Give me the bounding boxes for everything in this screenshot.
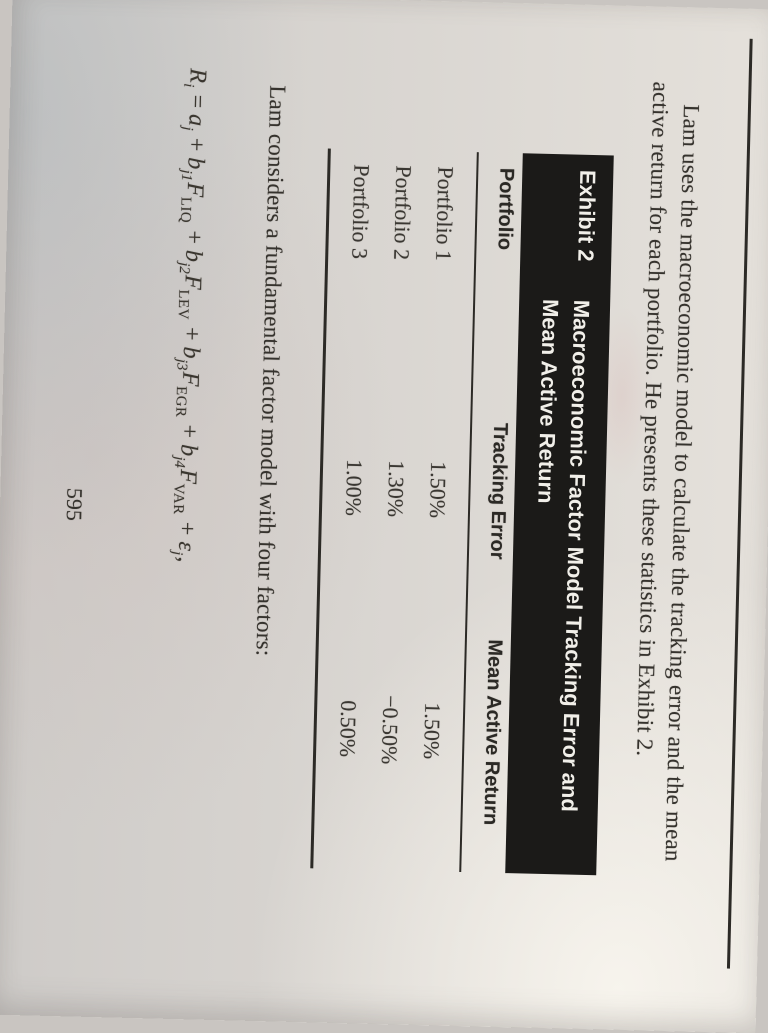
formula-token: LIQ xyxy=(176,196,194,224)
page-number: 595 xyxy=(61,487,88,522)
table-cell: −0.50% xyxy=(376,694,404,765)
formula-token: F xyxy=(174,468,201,485)
exhibit-header-bar: Exhibit 2 Macroeconomic Factor Model Tra… xyxy=(505,153,614,876)
exhibit-table-body: Portfolio 1 1.50% 1.50% Portfolio 2 1.30% −0.… xyxy=(310,148,477,872)
formula-token: j4 xyxy=(170,456,188,469)
column-header-tracking-error: Tracking Error xyxy=(485,422,512,560)
column-header-portfolio: Portfolio xyxy=(493,167,518,251)
formula-token: F xyxy=(179,274,206,290)
table-cell: 1.30% xyxy=(382,459,410,518)
table-cell: 1.50% xyxy=(418,702,446,760)
formula-token: EGR xyxy=(172,385,189,418)
formula-token: a xyxy=(183,113,210,127)
formula-token: F xyxy=(181,182,208,198)
formula-token: j1 xyxy=(177,169,195,182)
table-cell: Portfolio 2 xyxy=(389,165,417,261)
formula-token: j2 xyxy=(175,261,192,274)
formula-token: VAR xyxy=(169,483,187,515)
formula-token: + xyxy=(173,515,200,542)
table-cell: 0.50% xyxy=(335,700,362,758)
formula-token: b xyxy=(180,249,207,263)
formula-token: F xyxy=(177,371,204,387)
formula-token: b xyxy=(177,346,204,359)
formula-token: b xyxy=(175,443,202,457)
formula-token: i xyxy=(180,83,197,88)
formula-token: + xyxy=(180,224,207,251)
following-paragraph: Lam considers a fundamental factor model… xyxy=(251,84,291,657)
table-cell: 1.50% xyxy=(424,460,452,519)
formula-token: j xyxy=(168,550,185,556)
formula-token: R xyxy=(184,68,211,84)
exhibit-label: Exhibit 2 xyxy=(573,169,601,262)
formula-token: j xyxy=(179,126,196,131)
table-cell: 1.00% xyxy=(340,458,368,517)
table-cell: Portfolio 3 xyxy=(347,164,375,260)
table-cell: Portfolio 1 xyxy=(431,166,459,262)
formula-token: + xyxy=(182,131,210,158)
formula-token: j3 xyxy=(173,358,190,371)
formula-token: LEV xyxy=(174,289,192,321)
formula-token: + xyxy=(175,418,203,445)
formula-token: ε xyxy=(172,541,200,552)
formula-token: , xyxy=(172,556,199,563)
formula-token: b xyxy=(182,157,209,170)
formula-token: = xyxy=(183,88,211,115)
formula: Ri = aj + bj1FLIQ + bj2FLEV + bj3FEGR + … xyxy=(167,68,211,563)
formula-token: + xyxy=(177,320,205,347)
exhibit-table: Portfolio Tracking Error Mean Active Ret… xyxy=(310,148,520,873)
column-header-mean-active-return: Mean Active Return xyxy=(479,639,506,826)
exhibit-title: Macroeconomic Factor Model Tracking Erro… xyxy=(507,298,597,812)
top-rule xyxy=(726,38,753,969)
